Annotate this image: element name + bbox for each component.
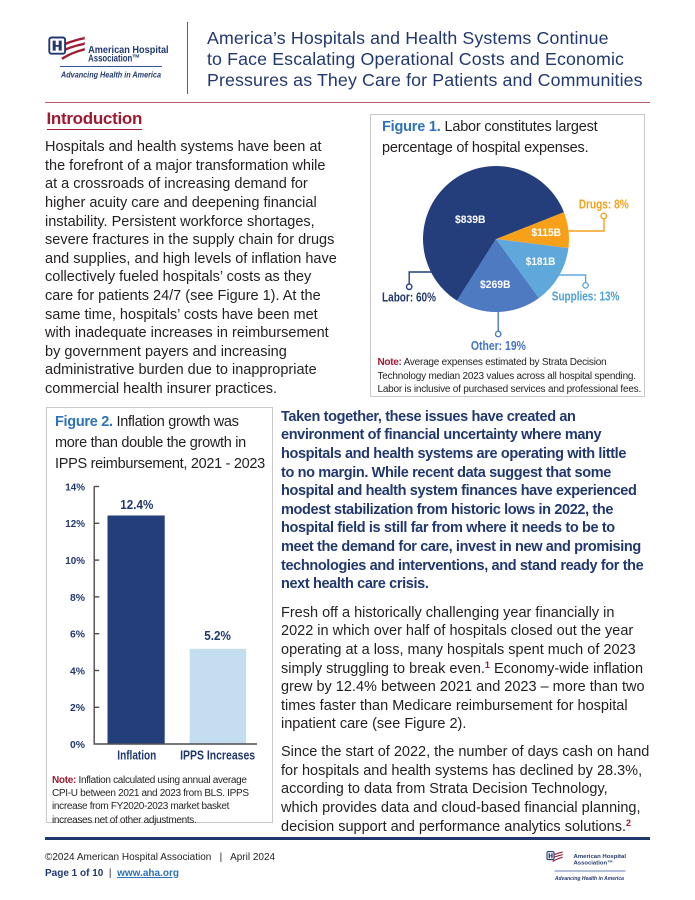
svg-text:2%: 2% [70, 702, 86, 714]
svg-text:$269B: $269B [480, 279, 511, 291]
svg-text:Labor: 60%: Labor: 60% [382, 291, 436, 305]
svg-text:IPPS Increases: IPPS Increases [180, 749, 255, 763]
svg-text:12%: 12% [65, 518, 85, 530]
svg-text:Supplies: 13%: Supplies: 13% [552, 290, 620, 304]
svg-text:$115B: $115B [532, 227, 562, 239]
svg-text:Inflation: Inflation [117, 749, 156, 763]
svg-text:American Hospital: American Hospital [88, 45, 169, 56]
svg-text:Other: 19%: Other: 19% [471, 339, 526, 353]
svg-text:$181B: $181B [526, 256, 556, 268]
svg-text:$839B: $839B [455, 214, 486, 226]
svg-text:Drugs: 8%: Drugs: 8% [579, 198, 629, 212]
svg-text:Association™: Association™ [574, 860, 614, 866]
svg-text:0%: 0% [70, 739, 86, 751]
svg-text:5.2%: 5.2% [204, 629, 231, 643]
svg-text:Advancing Health in America: Advancing Health in America [554, 876, 624, 882]
svg-text:12.4%: 12.4% [120, 498, 153, 512]
svg-text:American Hospital: American Hospital [574, 854, 627, 860]
svg-text:8%: 8% [70, 592, 86, 604]
svg-text:6%: 6% [70, 629, 86, 641]
svg-text:Association™: Association™ [88, 54, 140, 65]
svg-text:10%: 10% [65, 555, 85, 567]
svg-text:Advancing Health in America: Advancing Health in America [60, 71, 161, 80]
svg-text:4%: 4% [70, 665, 86, 677]
svg-text:14%: 14% [65, 481, 85, 493]
